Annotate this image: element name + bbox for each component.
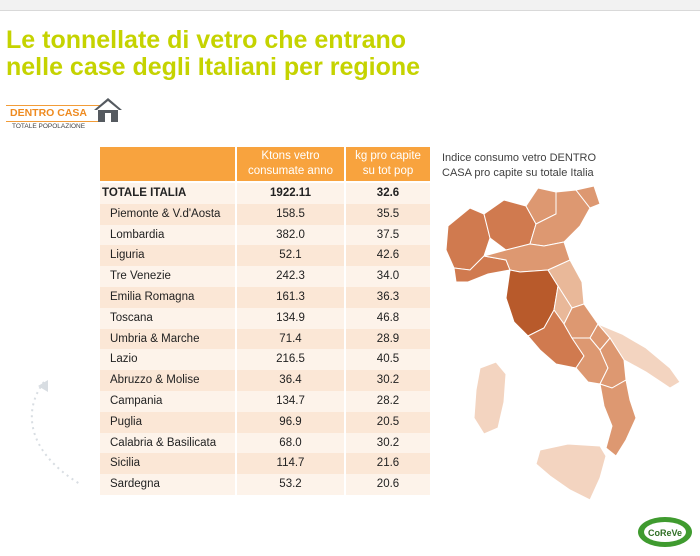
region-name: Emilia Romagna bbox=[100, 286, 235, 308]
table-row: Campania 134.7 28.2 bbox=[100, 390, 433, 412]
table-row: Calabria & Basilicata 68.0 30.2 bbox=[100, 432, 433, 454]
ktons-value: 242.3 bbox=[237, 266, 344, 287]
kg-value: 40.5 bbox=[346, 349, 430, 371]
table-row: Liguria 52.1 42.6 bbox=[100, 245, 433, 267]
table-row: Abruzzo & Molise 36.4 30.2 bbox=[100, 370, 433, 391]
kg-value: 46.8 bbox=[346, 307, 430, 329]
slide-title-line-1: Le tonnellate di vetro che entrano bbox=[6, 26, 407, 54]
coreve-logo: CoReVe bbox=[638, 517, 692, 547]
table-row-total: TOTALE ITALIA 1922.11 32.6 bbox=[100, 183, 433, 204]
region-name: Tre Venezie bbox=[100, 266, 235, 287]
table-row: Sicilia 114.7 21.6 bbox=[100, 453, 433, 475]
dentro-casa-badge: DENTRO CASA TOTALE POPOLAZIONE bbox=[6, 96, 124, 136]
house-icon bbox=[94, 98, 122, 122]
kg-value: 36.3 bbox=[346, 286, 430, 308]
kg-value: 42.6 bbox=[346, 245, 430, 267]
region-name: Toscana bbox=[100, 307, 235, 329]
ktons-value: 71.4 bbox=[237, 328, 344, 350]
ktons-value: 216.5 bbox=[237, 349, 344, 371]
region-name: Campania bbox=[100, 390, 235, 412]
region-name: Liguria bbox=[100, 245, 235, 267]
slide-title: Le tonnellate di vetro che entrano nelle… bbox=[6, 27, 646, 81]
kg-value: 30.2 bbox=[346, 370, 430, 391]
map-region-sicilia bbox=[535, 443, 607, 501]
header-ktons-line-1: Ktons vetro bbox=[261, 150, 320, 162]
table-row: Puglia 96.9 20.5 bbox=[100, 411, 433, 433]
table-row: Umbria & Marche 71.4 28.9 bbox=[100, 328, 433, 350]
table-row: Toscana 134.9 46.8 bbox=[100, 307, 433, 329]
ktons-value: 36.4 bbox=[237, 370, 344, 391]
region-name: Lazio bbox=[100, 349, 235, 371]
kg-value: 28.2 bbox=[346, 390, 430, 412]
ktons-value: 52.1 bbox=[237, 245, 344, 267]
ktons-value: 161.3 bbox=[237, 286, 344, 308]
italy-map bbox=[445, 185, 681, 501]
region-name: Puglia bbox=[100, 411, 235, 433]
kg-value: 35.5 bbox=[346, 203, 430, 225]
kg-value: 20.5 bbox=[346, 411, 430, 433]
kg-value: 37.5 bbox=[346, 224, 430, 246]
table-row: Sardegna 53.2 20.6 bbox=[100, 474, 433, 495]
map-region-calabria bbox=[599, 379, 637, 457]
header-kg-line-2: su tot pop bbox=[362, 165, 414, 177]
ktons-value: 382.0 bbox=[237, 224, 344, 246]
map-region-sardegna bbox=[473, 361, 507, 435]
table-row: Emilia Romagna 161.3 36.3 bbox=[100, 286, 433, 308]
ktons-value: 134.7 bbox=[237, 390, 344, 412]
ktons-value: 134.9 bbox=[237, 307, 344, 329]
map-caption-line-1: Indice consumo vetro DENTRO bbox=[442, 152, 597, 164]
decorative-arc bbox=[31, 380, 81, 485]
table-header: Ktons vetro consumate anno kg pro capite… bbox=[100, 147, 433, 183]
slide-title-line-2: nelle case degli Italiani per regione bbox=[6, 53, 421, 81]
kg-value: 32.6 bbox=[346, 183, 430, 204]
table-row: Tre Venezie 242.3 34.0 bbox=[100, 266, 433, 287]
region-name: Sicilia bbox=[100, 453, 235, 475]
dentro-casa-label: DENTRO CASA bbox=[6, 105, 100, 122]
header-ktons-line-2: consumate anno bbox=[247, 165, 334, 177]
table-row: Lazio 216.5 40.5 bbox=[100, 349, 433, 371]
dentro-casa-subtitle: TOTALE POPOLAZIONE bbox=[12, 123, 86, 130]
ktons-value: 114.7 bbox=[237, 453, 344, 475]
header-kg-pro-capite: kg pro capite su tot pop bbox=[346, 147, 430, 181]
region-name: Umbria & Marche bbox=[100, 328, 235, 350]
region-name: Calabria & Basilicata bbox=[100, 432, 235, 454]
table-row: Lombardia 382.0 37.5 bbox=[100, 224, 433, 246]
kg-value: 30.2 bbox=[346, 432, 430, 454]
header-kg-line-1: kg pro capite bbox=[355, 150, 421, 162]
map-caption: Indice consumo vetro DENTRO CASA pro cap… bbox=[442, 151, 642, 181]
header-blank-cell bbox=[100, 147, 235, 181]
table-row: Piemonte & V.d'Aosta 158.5 35.5 bbox=[100, 203, 433, 225]
kg-value: 34.0 bbox=[346, 266, 430, 287]
logo-text: CoReVe bbox=[648, 528, 682, 538]
kg-value: 20.6 bbox=[346, 474, 430, 495]
region-name: TOTALE ITALIA bbox=[100, 183, 235, 204]
map-region-friuli bbox=[575, 185, 601, 209]
region-name: Sardegna bbox=[100, 474, 235, 495]
ktons-value: 1922.11 bbox=[237, 183, 344, 204]
ktons-value: 158.5 bbox=[237, 203, 344, 225]
ktons-value: 96.9 bbox=[237, 411, 344, 433]
top-bar bbox=[0, 0, 700, 10]
ktons-value: 53.2 bbox=[237, 474, 344, 495]
region-name: Abruzzo & Molise bbox=[100, 370, 235, 391]
header-ktons: Ktons vetro consumate anno bbox=[237, 147, 344, 181]
kg-value: 28.9 bbox=[346, 328, 430, 350]
top-bar-divider bbox=[0, 10, 700, 11]
ktons-value: 68.0 bbox=[237, 432, 344, 454]
region-name: Piemonte & V.d'Aosta bbox=[100, 203, 235, 225]
kg-value: 21.6 bbox=[346, 453, 430, 475]
region-name: Lombardia bbox=[100, 224, 235, 246]
map-caption-line-2: CASA pro capite su totale Italia bbox=[442, 167, 594, 179]
consumption-table: Ktons vetro consumate anno kg pro capite… bbox=[100, 147, 433, 495]
